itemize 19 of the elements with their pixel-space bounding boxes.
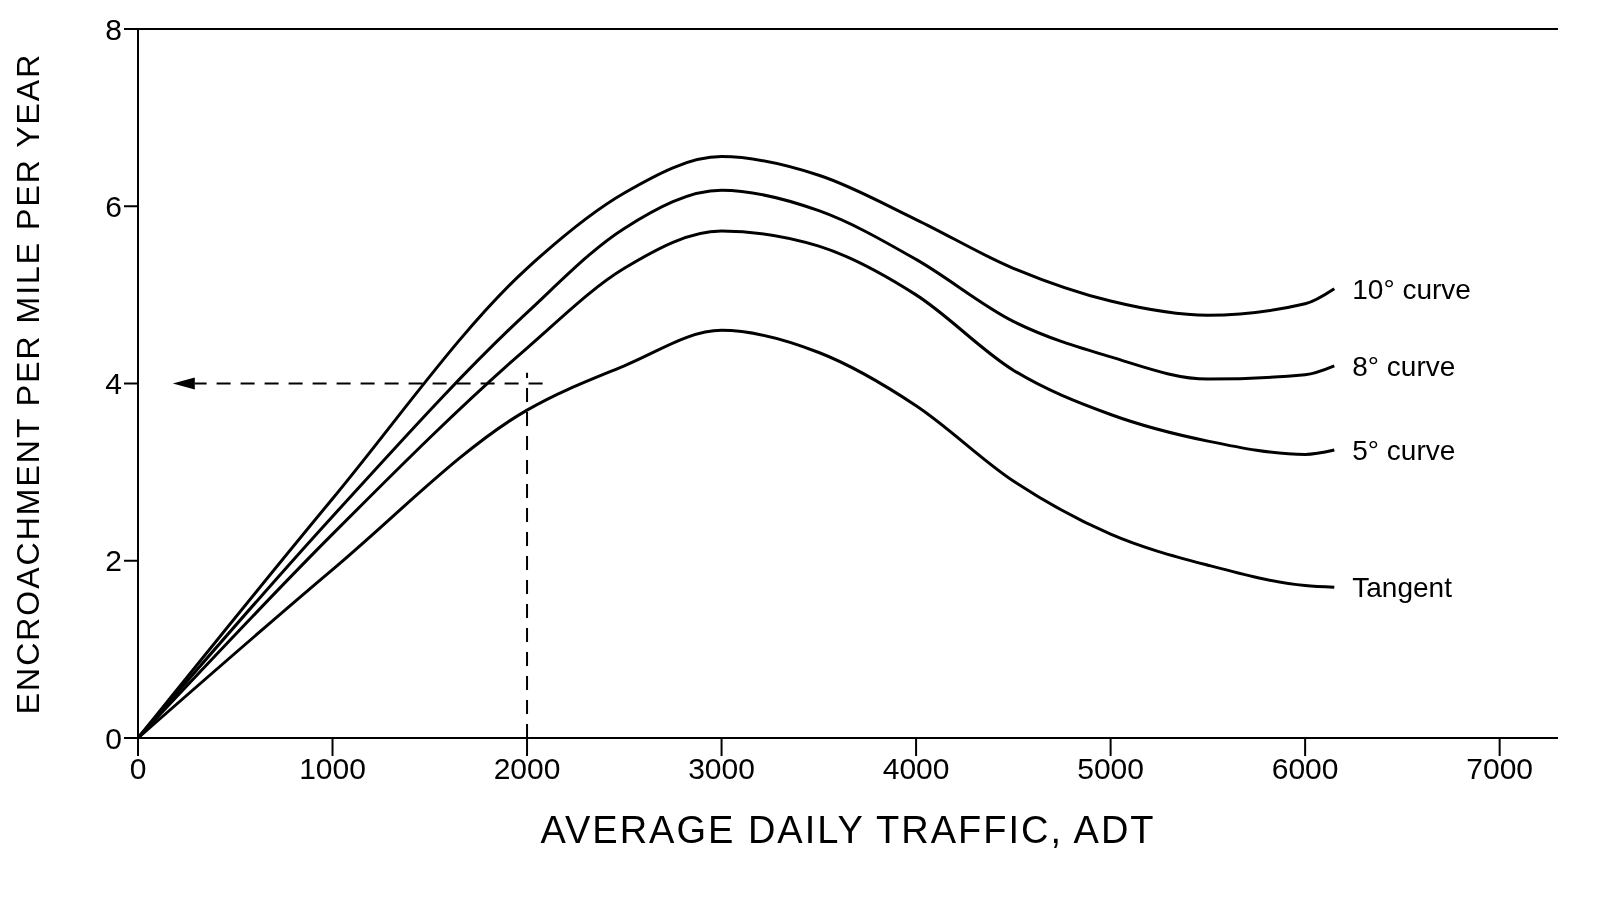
x-tick-label: 5000: [1077, 752, 1144, 786]
y-tick-label: 0: [105, 721, 122, 755]
y-tick-label: 8: [105, 12, 122, 46]
y-tick-label: 2: [105, 544, 122, 578]
x-tick-label: 2000: [493, 752, 561, 786]
x-tick-label: 7000: [1466, 752, 1534, 786]
x-tick-label: 3000: [688, 752, 755, 786]
series-label: 5° curve: [1352, 434, 1456, 466]
x-tick-label: 4000: [882, 752, 950, 786]
x-tick-label: 1000: [299, 752, 366, 786]
x-tick-label: 0: [129, 752, 147, 786]
x-axis-title: AVERAGE DAILY TRAFFIC, ADT: [540, 809, 1156, 851]
series-label: 10° curve: [1352, 273, 1471, 305]
x-tick-label: 6000: [1271, 752, 1339, 786]
y-tick-label: 4: [105, 367, 122, 401]
y-axis-title: ENCROACHMENT PER MILE PER YEAR: [10, 52, 47, 715]
series-label: 8° curve: [1352, 350, 1456, 382]
y-tick-label: 6: [105, 189, 122, 223]
series-label: Tangent: [1352, 572, 1453, 604]
